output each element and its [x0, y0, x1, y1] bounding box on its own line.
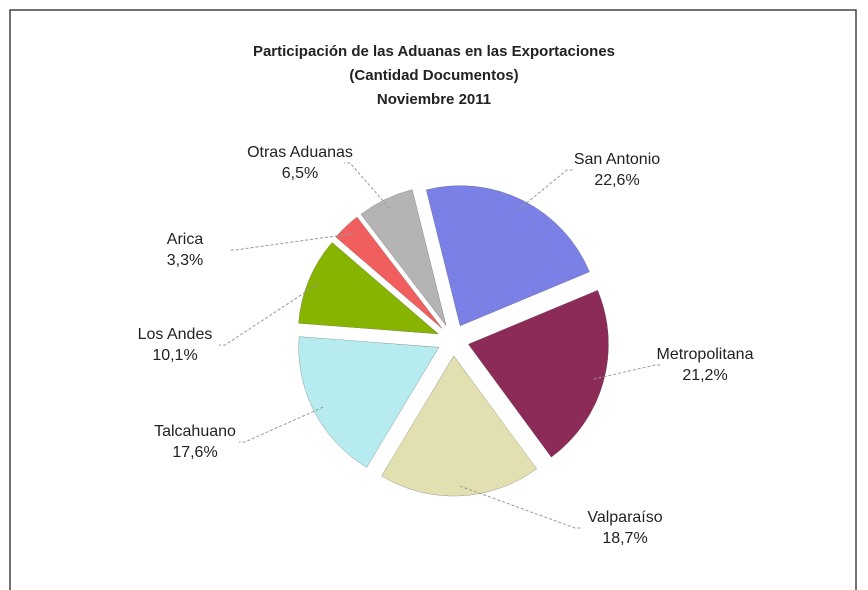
leader-line — [518, 169, 573, 210]
leader-line — [239, 406, 324, 443]
leader-line — [229, 233, 353, 251]
slice-label: San Antonio — [574, 151, 660, 168]
slice-label: Arica — [167, 231, 204, 248]
leader-line — [344, 162, 390, 209]
slice-value: 18,7% — [602, 530, 647, 547]
slice-value: 6,5% — [282, 165, 318, 182]
leader-line — [459, 485, 581, 529]
chart-title: Noviembre 2011 — [377, 91, 491, 108]
slice-value: 22,6% — [594, 172, 639, 189]
slice-label: Talcahuano — [154, 423, 236, 440]
slice-value: 10,1% — [152, 347, 197, 364]
slice-label: Metropolitana — [657, 346, 754, 363]
leader-line — [219, 283, 319, 346]
chart-title: (Cantidad Documentos) — [349, 67, 518, 84]
slice-value: 17,6% — [172, 444, 217, 461]
chart-title: Participación de las Aduanas en las Expo… — [253, 43, 615, 60]
slice-value: 3,3% — [167, 252, 203, 269]
slice-value: 21,2% — [682, 367, 727, 384]
slice-label: Otras Aduanas — [247, 144, 353, 161]
slice-label: Los Andes — [138, 326, 213, 343]
leader-line — [593, 364, 661, 380]
slice-label: Valparaíso — [587, 509, 662, 526]
